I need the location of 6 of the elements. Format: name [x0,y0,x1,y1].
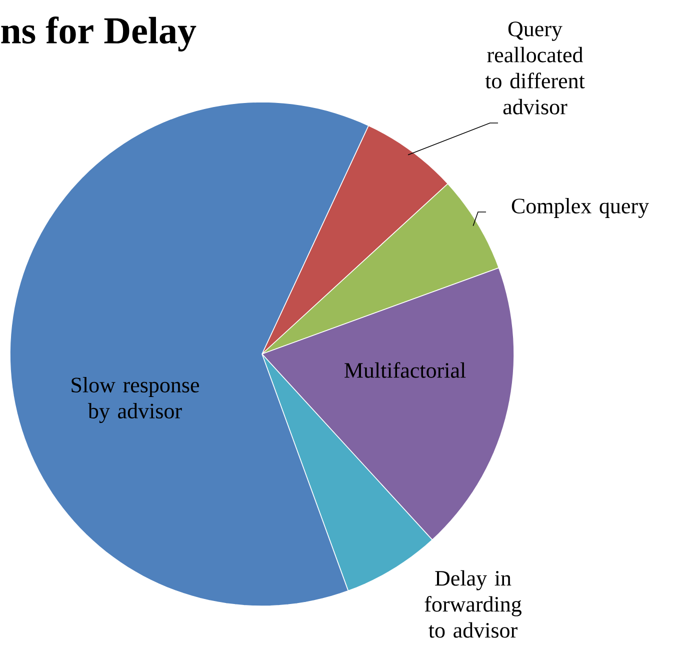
slice-label: Query reallocated to different advisor [485,22,585,114]
slice-label: Multifactorial [344,362,466,378]
slice-label: Complex query [512,198,649,218]
slice-label: Delay in forwarding to advisor [424,570,522,638]
chart-title: ns for Delay [1,16,196,52]
slice-label: Slow response by advisor [72,377,199,424]
